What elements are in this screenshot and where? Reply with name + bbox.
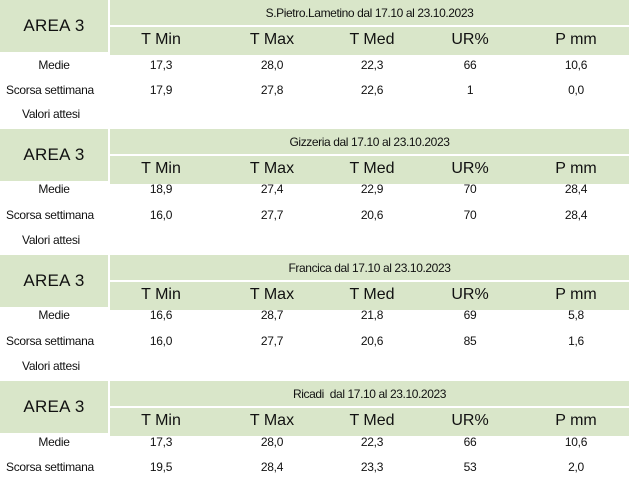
row-label: Medie xyxy=(38,58,70,72)
value-t-med: 20,6 xyxy=(360,334,384,348)
value-t-max: 28,0 xyxy=(260,435,284,449)
value-t-min: 16,0 xyxy=(149,334,173,348)
header-t-med: T Med xyxy=(349,412,395,429)
value-t-min: 18,9 xyxy=(149,182,173,196)
value-t-min: 16,6 xyxy=(149,308,173,322)
value-t-med: 20,6 xyxy=(360,208,384,222)
column-header-row: T Min T Max T Med UR% P mm xyxy=(110,280,629,310)
station-caption: Gizzeria dal 17.10 al 23.10.2023 xyxy=(110,129,629,154)
header-ur: UR% xyxy=(451,412,489,429)
header-t-min: T Min xyxy=(141,412,181,429)
row-label: Scorsa settimana xyxy=(6,208,94,222)
row-valori-attesi: Valori attesi xyxy=(0,356,629,376)
row-medie: Medie 16,6 28,7 21,8 69 5,8 xyxy=(0,305,629,325)
row-label: Valori attesi xyxy=(22,359,80,373)
value-t-max: 28,0 xyxy=(260,58,284,72)
value-p-mm: 0,0 xyxy=(568,83,584,97)
value-p-mm: 10,6 xyxy=(564,435,588,449)
value-t-med: 22,3 xyxy=(360,435,384,449)
value-p-mm: 10,6 xyxy=(564,58,588,72)
header-ur: UR% xyxy=(451,31,489,48)
header-t-max: T Max xyxy=(249,31,295,48)
header-p-mm: P mm xyxy=(555,160,597,177)
header-t-med: T Med xyxy=(349,286,395,303)
value-t-min: 17,9 xyxy=(149,83,173,97)
value-p-mm: 28,4 xyxy=(564,208,588,222)
row-label: Scorsa settimana xyxy=(6,460,94,474)
station-caption: Francica dal 17.10 al 23.10.2023 xyxy=(110,255,629,280)
value-t-max: 27,7 xyxy=(260,208,284,222)
header-t-max: T Max xyxy=(249,286,295,303)
value-t-med: 22,6 xyxy=(360,83,384,97)
row-label: Valori attesi xyxy=(22,233,80,247)
value-t-max: 28,7 xyxy=(260,308,284,322)
row-label: Medie xyxy=(38,308,70,322)
row-medie: Medie 17,3 28,0 22,3 66 10,6 xyxy=(0,55,629,75)
header-p-mm: P mm xyxy=(555,412,597,429)
value-t-max: 27,7 xyxy=(260,334,284,348)
area-label: AREA 3 xyxy=(0,0,110,52)
header-t-med: T Med xyxy=(349,31,395,48)
row-valori-attesi: Valori attesi xyxy=(0,104,629,124)
station-caption: S.Pietro.Lametino dal 17.10 al 23.10.202… xyxy=(110,0,629,25)
value-t-min: 16,0 xyxy=(149,208,173,222)
row-label: Medie xyxy=(38,435,70,449)
row-valori-attesi: Valori attesi xyxy=(0,230,629,250)
value-t-min: 17,3 xyxy=(149,58,173,72)
column-header-row: T Min T Max T Med UR% P mm xyxy=(110,406,629,436)
value-t-max: 27,8 xyxy=(260,83,284,97)
header-ur: UR% xyxy=(451,286,489,303)
value-ur: 70 xyxy=(463,208,477,222)
value-t-min: 19,5 xyxy=(149,460,173,474)
value-ur: 70 xyxy=(463,182,477,196)
value-ur: 85 xyxy=(463,334,477,348)
row-scorsa-settimana: Scorsa settimana 16,0 27,7 20,6 85 1,6 xyxy=(0,331,629,351)
value-ur: 66 xyxy=(463,435,477,449)
value-ur: 53 xyxy=(463,460,477,474)
row-label: Scorsa settimana xyxy=(6,83,94,97)
value-ur: 69 xyxy=(463,308,477,322)
row-scorsa-settimana: Scorsa settimana 19,5 28,4 23,3 53 2,0 xyxy=(0,457,629,477)
value-t-max: 27,4 xyxy=(260,182,284,196)
row-medie: Medie 17,3 28,0 22,3 66 10,6 xyxy=(0,432,629,452)
value-t-med: 22,9 xyxy=(360,182,384,196)
area-label: AREA 3 xyxy=(0,255,110,307)
value-t-max: 28,4 xyxy=(260,460,284,474)
value-t-med: 23,3 xyxy=(360,460,384,474)
header-t-med: T Med xyxy=(349,160,395,177)
value-ur: 1 xyxy=(466,83,474,97)
header-ur: UR% xyxy=(451,160,489,177)
header-t-min: T Min xyxy=(141,286,181,303)
row-medie: Medie 18,9 27,4 22,9 70 28,4 xyxy=(0,179,629,199)
header-t-min: T Min xyxy=(141,160,181,177)
row-label: Valori attesi xyxy=(22,107,80,121)
row-scorsa-settimana: Scorsa settimana 17,9 27,8 22,6 1 0,0 xyxy=(0,80,629,100)
column-header-row: T Min T Max T Med UR% P mm xyxy=(110,25,629,55)
row-scorsa-settimana: Scorsa settimana 16,0 27,7 20,6 70 28,4 xyxy=(0,205,629,225)
value-p-mm: 5,8 xyxy=(568,308,584,322)
station-caption: Ricadi dal 17.10 al 23.10.2023 xyxy=(110,381,629,406)
area-label: AREA 3 xyxy=(0,381,110,433)
header-t-max: T Max xyxy=(249,160,295,177)
value-t-min: 17,3 xyxy=(149,435,173,449)
row-label: Medie xyxy=(38,182,70,196)
value-p-mm: 1,6 xyxy=(568,334,584,348)
header-t-max: T Max xyxy=(249,412,295,429)
header-p-mm: P mm xyxy=(555,31,597,48)
value-p-mm: 2,0 xyxy=(568,460,584,474)
column-header-row: T Min T Max T Med UR% P mm xyxy=(110,154,629,184)
value-t-med: 21,8 xyxy=(360,308,384,322)
value-p-mm: 28,4 xyxy=(564,182,588,196)
header-p-mm: P mm xyxy=(555,286,597,303)
value-t-med: 22,3 xyxy=(360,58,384,72)
row-label: Scorsa settimana xyxy=(6,334,94,348)
area-label: AREA 3 xyxy=(0,129,110,181)
header-t-min: T Min xyxy=(141,31,181,48)
value-ur: 66 xyxy=(463,58,477,72)
